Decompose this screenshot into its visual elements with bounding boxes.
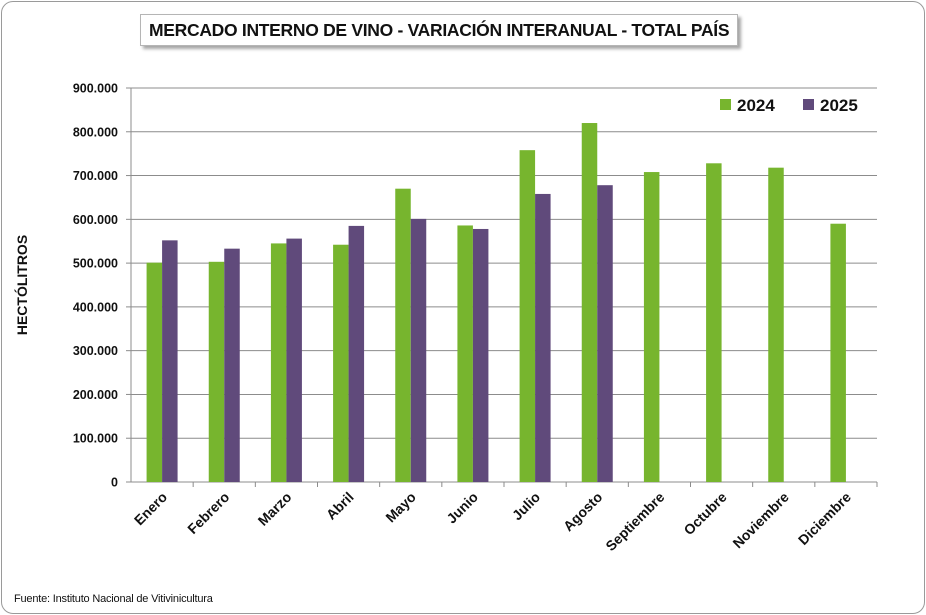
bar-2024-agosto — [581, 123, 598, 483]
x-tick-label: Julio — [509, 489, 543, 523]
x-tick-label: Abril — [323, 489, 357, 523]
y-tick-label: 0 — [111, 476, 118, 490]
y-tick-label: 900.000 — [73, 82, 118, 96]
y-tick-label: 300.000 — [73, 344, 118, 358]
x-tick-label: Agosto — [560, 489, 605, 534]
y-tick-label: 700.000 — [73, 169, 118, 183]
bar-2024-octubre — [706, 163, 722, 482]
y-tick-label: 600.000 — [73, 213, 118, 227]
x-tick-label: Marzo — [255, 489, 295, 529]
y-axis-label: HECTÓLITROS — [13, 235, 30, 335]
legend-label-2024: 2024 — [737, 96, 775, 115]
x-tick-label: Octubre — [680, 489, 729, 538]
x-tick-label: Noviembre — [729, 489, 792, 552]
bar-2024-enero — [146, 262, 163, 482]
x-tick-label: Febrero — [184, 489, 232, 537]
x-tick-label: Septiembre — [602, 489, 667, 554]
bar-2024-abril — [333, 244, 349, 482]
bar-2024-julio — [519, 150, 536, 483]
bar-2024-mayo — [395, 188, 411, 482]
y-tick-label: 800.000 — [73, 125, 118, 139]
bar-2025-junio — [472, 228, 489, 482]
chart-title: MERCADO INTERNO DE VINO - VARIACIÓN INTE… — [149, 19, 730, 40]
bar-2024-junio — [457, 225, 473, 482]
x-tick-label: Diciembre — [795, 489, 854, 548]
x-tick-label: Junio — [443, 489, 481, 527]
bar-2025-abril — [348, 225, 365, 482]
y-tick-label: 200.000 — [73, 388, 118, 402]
y-tick-label: 100.000 — [73, 432, 118, 446]
chart-title-box: MERCADO INTERNO DE VINO - VARIACIÓN INTE… — [140, 14, 739, 46]
bar-2024-marzo — [270, 243, 287, 482]
bar-2024-febrero — [208, 261, 225, 482]
bar-2025-mayo — [410, 218, 427, 482]
bar-2025-julio — [535, 193, 551, 483]
bar-2025-febrero — [224, 248, 240, 482]
legend-label-2025: 2025 — [820, 96, 858, 115]
bar-2024-diciembre — [830, 223, 846, 482]
source-note: Fuente: Instituto Nacional de Vitivinicu… — [14, 593, 213, 605]
y-tick-label: 500.000 — [73, 257, 118, 271]
legend-swatch-2024 — [720, 99, 731, 110]
bar-2025-marzo — [286, 238, 302, 482]
legend-swatch-2025 — [803, 99, 814, 110]
bar-2024-noviembre — [768, 167, 784, 483]
bar-2025-enero — [162, 240, 178, 482]
bar-2025-agosto — [597, 185, 613, 483]
bar-2024-septiembre — [643, 172, 660, 482]
x-tick-label: Mayo — [382, 489, 419, 526]
x-tick-label: Enero — [131, 489, 170, 528]
y-tick-label: 400.000 — [73, 300, 118, 314]
